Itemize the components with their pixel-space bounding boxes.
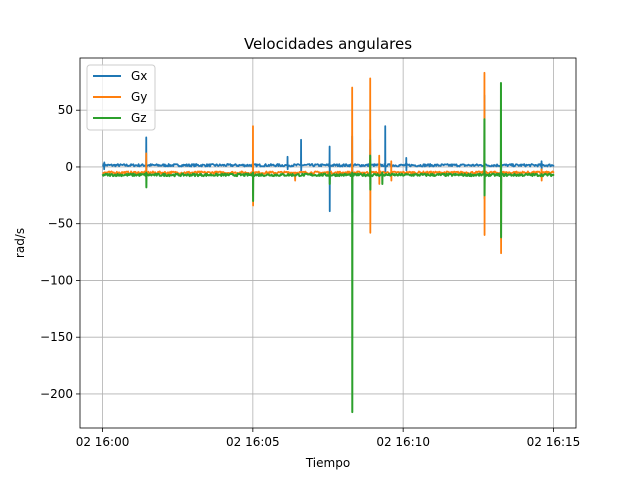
x-tick-label: 02 16:05 xyxy=(226,435,280,449)
chart-title: Velocidades angulares xyxy=(244,35,412,53)
y-tick-label: −200 xyxy=(40,387,73,401)
grid xyxy=(80,58,576,428)
y-tick-label: −50 xyxy=(48,217,73,231)
series-line-gz xyxy=(101,81,555,414)
legend-label-gy: Gy xyxy=(131,90,147,104)
legend: Gx Gy Gz xyxy=(86,64,156,131)
x-ticks: 02 16:00 02 16:05 02 16:10 02 16:15 xyxy=(76,428,581,449)
y-axis-label: rad/s xyxy=(13,228,27,258)
y-tick-label: 0 xyxy=(65,160,73,174)
y-tick-label: −100 xyxy=(40,273,73,287)
y-tick-label: −150 xyxy=(40,330,73,344)
y-tick-label: 50 xyxy=(58,103,73,117)
y-ticks: 50 0 −50 −100 −150 −200 xyxy=(40,103,80,401)
x-tick-label: 02 16:15 xyxy=(527,435,581,449)
axes-frame xyxy=(79,57,577,429)
x-tick-label: 02 16:10 xyxy=(376,435,430,449)
series-line-gx xyxy=(101,94,555,214)
x-axis-label: Tiempo xyxy=(305,456,350,470)
legend-label-gx: Gx xyxy=(131,69,147,83)
legend-label-gz: Gz xyxy=(131,111,147,125)
plot-series-group xyxy=(101,71,555,414)
x-tick-label: 02 16:00 xyxy=(76,435,130,449)
